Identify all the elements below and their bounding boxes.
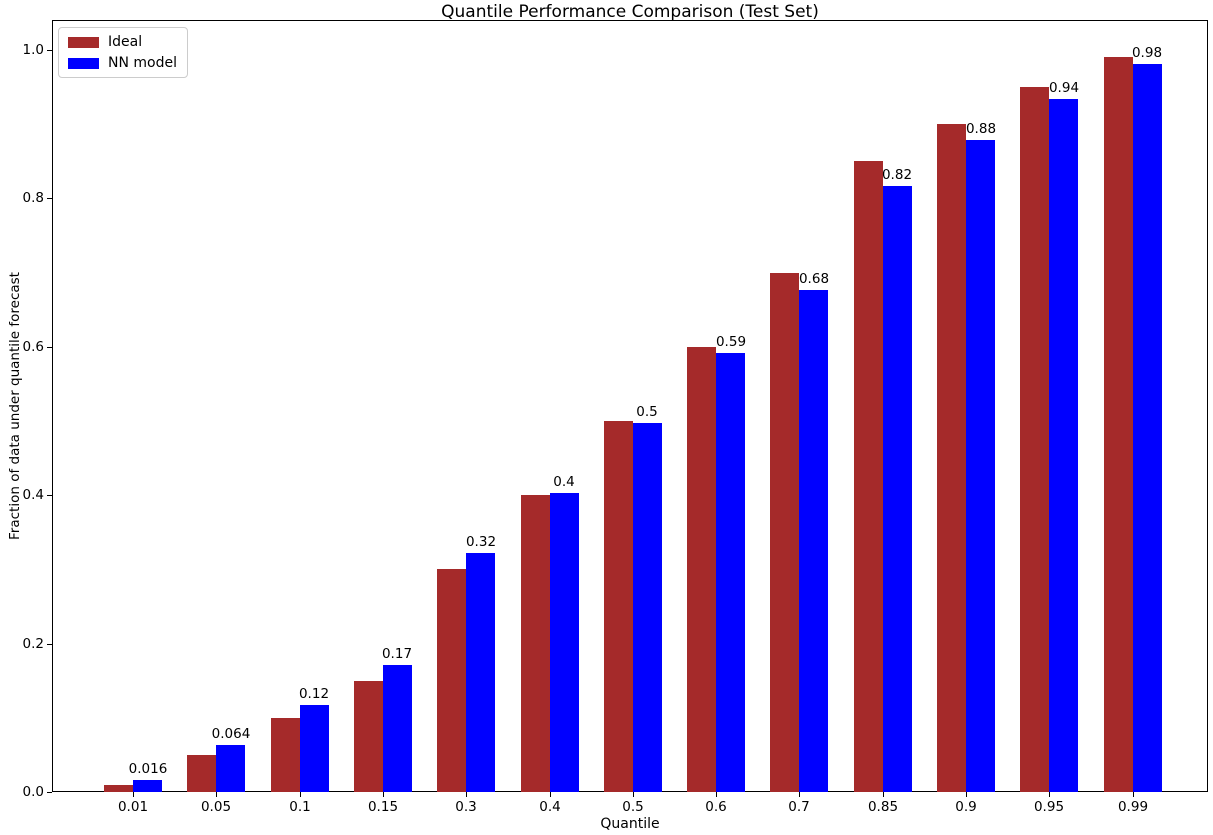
bar-value-label-0-7: 0.68 [798, 271, 830, 287]
bar-nn-model-0-7 [799, 290, 828, 792]
x-tick-label-0-01: 0.01 [117, 799, 149, 815]
x-tick-mark [633, 792, 634, 797]
bar-value-label-0-1: 0.12 [298, 686, 330, 702]
y-tick-mark [47, 346, 52, 348]
bar-nn-model-0-5 [633, 423, 662, 792]
x-tick-mark [383, 792, 384, 797]
bar-ideal-0-99 [1104, 57, 1133, 792]
bar-nn-model-0-9 [966, 140, 995, 792]
bar-ideal-0-85 [854, 161, 883, 792]
bar-nn-model-0-15 [383, 665, 412, 792]
bar-value-label-0-15: 0.17 [381, 646, 413, 662]
x-tick-mark [1049, 792, 1050, 797]
x-tick-mark [966, 792, 967, 797]
bar-value-label-0-95: 0.94 [1048, 80, 1080, 96]
x-tick-mark [466, 792, 467, 797]
chart-title: Quantile Performance Comparison (Test Se… [441, 2, 819, 22]
bar-nn-model-0-99 [1133, 64, 1162, 792]
legend-swatch-nn-model [68, 57, 99, 69]
bar-nn-model-0-95 [1049, 99, 1078, 792]
x-tick-label-0-15: 0.15 [367, 799, 399, 815]
bar-nn-model-0-01 [133, 780, 162, 792]
bar-value-label-0-5: 0.5 [636, 404, 658, 420]
x-tick-mark [716, 792, 717, 797]
bar-value-label-0-99: 0.98 [1131, 45, 1163, 61]
x-tick-mark [1133, 792, 1134, 797]
bar-ideal-0-7 [770, 273, 799, 792]
bar-nn-model-0-1 [300, 705, 329, 792]
x-tick-label-0-7: 0.7 [788, 799, 810, 815]
bar-nn-model-0-4 [550, 493, 579, 792]
y-tick-mark [47, 198, 52, 200]
bar-value-label-0-9: 0.88 [965, 121, 997, 137]
legend-swatch-ideal [68, 36, 99, 48]
x-tick-label-0-9: 0.9 [955, 799, 977, 815]
bar-nn-model-0-6 [716, 353, 745, 792]
bar-nn-model-0-3 [466, 553, 495, 792]
bar-ideal-0-5 [604, 421, 633, 792]
legend-item-ideal: Ideal [68, 34, 177, 50]
bar-ideal-0-15 [354, 681, 383, 792]
legend-label-ideal: Ideal [108, 34, 143, 50]
x-tick-label-0-85: 0.85 [867, 799, 899, 815]
x-tick-label-0-05: 0.05 [200, 799, 232, 815]
y-tick-mark [47, 495, 52, 497]
x-tick-mark [799, 792, 800, 797]
bar-ideal-0-95 [1020, 87, 1049, 792]
x-tick-mark [550, 792, 551, 797]
x-tick-mark [883, 792, 884, 797]
x-tick-mark [133, 792, 134, 797]
legend: Ideal NN model [58, 27, 188, 78]
legend-label-nn-model: NN model [108, 55, 177, 71]
bar-ideal-0-01 [104, 785, 133, 792]
x-tick-label-0-6: 0.6 [705, 799, 727, 815]
y-tick-label: 0.4 [22, 487, 44, 504]
bar-ideal-0-4 [521, 495, 550, 792]
bar-ideal-0-1 [271, 718, 300, 792]
y-tick-label: 0.8 [22, 190, 44, 207]
bar-nn-model-0-85 [883, 186, 912, 792]
x-tick-label-0-3: 0.3 [455, 799, 477, 815]
x-tick-label-0-99: 0.99 [1117, 799, 1149, 815]
x-tick-mark [300, 792, 301, 797]
x-tick-label-0-95: 0.95 [1033, 799, 1065, 815]
x-tick-label-0-4: 0.4 [539, 799, 561, 815]
legend-item-nn-model: NN model [68, 55, 177, 71]
x-tick-mark [216, 792, 217, 797]
y-tick-mark [47, 792, 52, 793]
x-tick-label-0-1: 0.1 [289, 799, 311, 815]
bar-nn-model-0-05 [216, 745, 245, 792]
y-tick-label: 0.6 [22, 338, 44, 355]
bar-value-label-0-6: 0.59 [715, 334, 747, 350]
bar-value-label-0-4: 0.4 [553, 474, 575, 490]
x-axis-label: Quantile [600, 816, 660, 832]
x-tick-label-0-5: 0.5 [622, 799, 644, 815]
bar-ideal-0-3 [437, 569, 466, 792]
y-tick-label: 1.0 [22, 42, 44, 58]
bar-value-label-0-01: 0.016 [128, 761, 168, 777]
bar-value-label-0-85: 0.82 [881, 167, 913, 183]
y-tick-mark [47, 50, 52, 51]
bar-ideal-0-05 [187, 755, 216, 792]
bar-ideal-0-6 [687, 347, 716, 792]
y-tick-label: 0.0 [22, 784, 44, 800]
y-tick-mark [47, 643, 52, 645]
bar-value-label-0-05: 0.064 [211, 726, 251, 742]
y-tick-label: 0.2 [22, 635, 44, 652]
bar-value-label-0-3: 0.32 [465, 534, 497, 550]
bar-ideal-0-9 [937, 124, 966, 792]
